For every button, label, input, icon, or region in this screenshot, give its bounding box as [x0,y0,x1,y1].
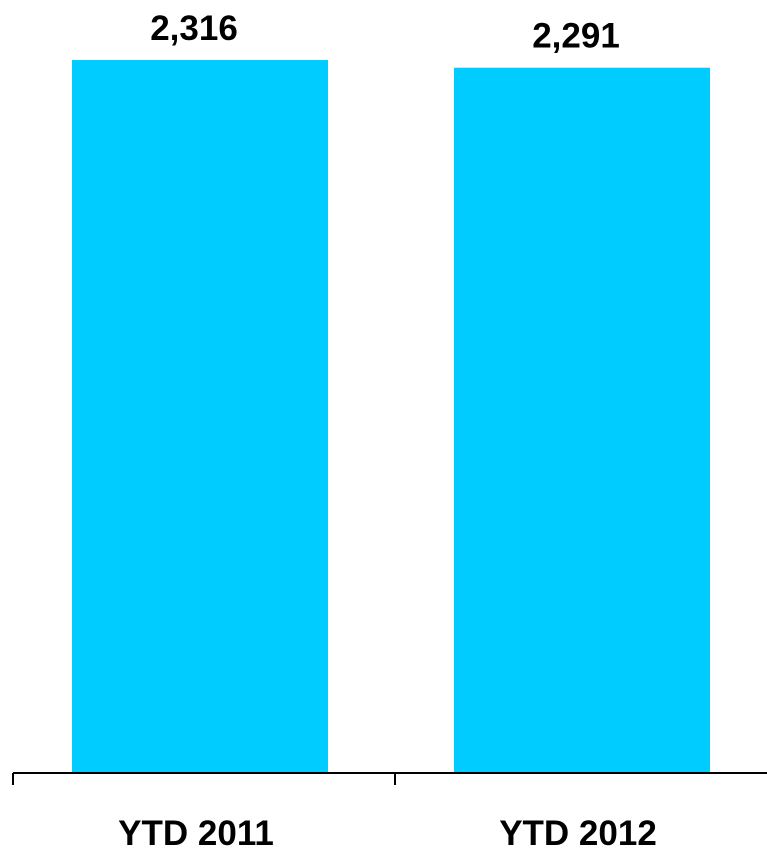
value-label-2: 2,291 [532,17,620,56]
category-label-2: YTD 2012 [499,814,657,848]
x-axis [12,772,767,785]
category-label-1: YTD 2011 [118,814,274,848]
bar-2 [454,67,710,773]
category-labels-group: YTD 2011 YTD 2012 [118,814,657,848]
value-label-1: 2,316 [150,9,238,48]
bars-group [72,60,710,773]
bar-1 [72,60,328,773]
value-labels-group: 2,316 2,291 [150,9,620,56]
